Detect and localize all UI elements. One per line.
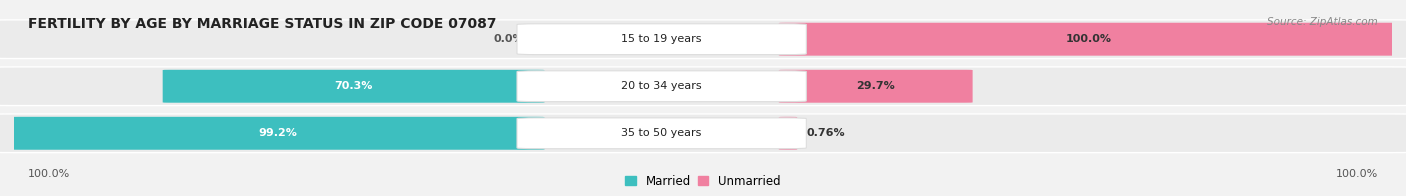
Text: 70.3%: 70.3% [335, 81, 373, 91]
FancyBboxPatch shape [0, 67, 1406, 106]
FancyBboxPatch shape [779, 70, 973, 103]
Text: FERTILITY BY AGE BY MARRIAGE STATUS IN ZIP CODE 07087: FERTILITY BY AGE BY MARRIAGE STATUS IN Z… [28, 17, 496, 31]
FancyBboxPatch shape [163, 70, 544, 103]
FancyBboxPatch shape [779, 23, 1399, 56]
FancyBboxPatch shape [11, 117, 544, 150]
FancyBboxPatch shape [517, 118, 806, 149]
Text: 99.2%: 99.2% [259, 128, 298, 138]
FancyBboxPatch shape [779, 117, 797, 150]
Text: Source: ZipAtlas.com: Source: ZipAtlas.com [1267, 17, 1378, 27]
Text: 0.76%: 0.76% [807, 128, 845, 138]
Legend: Married, Unmarried: Married, Unmarried [626, 175, 780, 188]
FancyBboxPatch shape [0, 20, 1406, 59]
Text: 100.0%: 100.0% [28, 169, 70, 179]
Text: 100.0%: 100.0% [1336, 169, 1378, 179]
FancyBboxPatch shape [517, 24, 806, 55]
FancyBboxPatch shape [517, 71, 806, 102]
Text: 100.0%: 100.0% [1066, 34, 1112, 44]
Text: 15 to 19 years: 15 to 19 years [621, 34, 702, 44]
Text: 20 to 34 years: 20 to 34 years [621, 81, 702, 91]
Text: 0.0%: 0.0% [494, 34, 524, 44]
Text: 35 to 50 years: 35 to 50 years [621, 128, 702, 138]
Text: 29.7%: 29.7% [856, 81, 896, 91]
FancyBboxPatch shape [0, 114, 1406, 153]
